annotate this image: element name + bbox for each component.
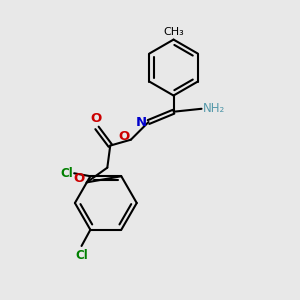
Text: Cl: Cl bbox=[75, 249, 88, 262]
Text: N: N bbox=[136, 116, 147, 128]
Text: Cl: Cl bbox=[60, 167, 73, 180]
Text: O: O bbox=[118, 130, 129, 143]
Text: O: O bbox=[90, 112, 101, 125]
Text: O: O bbox=[73, 172, 84, 185]
Text: NH₂: NH₂ bbox=[203, 102, 225, 115]
Text: CH₃: CH₃ bbox=[163, 27, 184, 37]
